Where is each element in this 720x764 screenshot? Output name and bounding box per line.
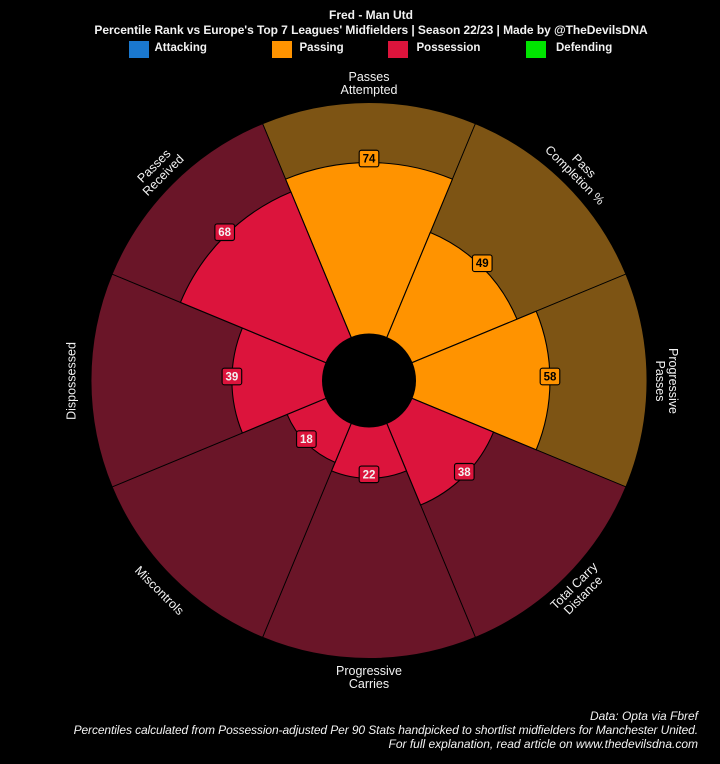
svg-text:58: 58: [544, 372, 557, 384]
svg-text:38: 38: [458, 467, 471, 479]
svg-text:18: 18: [300, 434, 313, 446]
svg-text:39: 39: [226, 372, 239, 384]
svg-text:68: 68: [218, 227, 231, 239]
svg-text:22: 22: [363, 469, 376, 481]
svg-text:74: 74: [363, 154, 376, 166]
svg-text:49: 49: [476, 258, 489, 270]
